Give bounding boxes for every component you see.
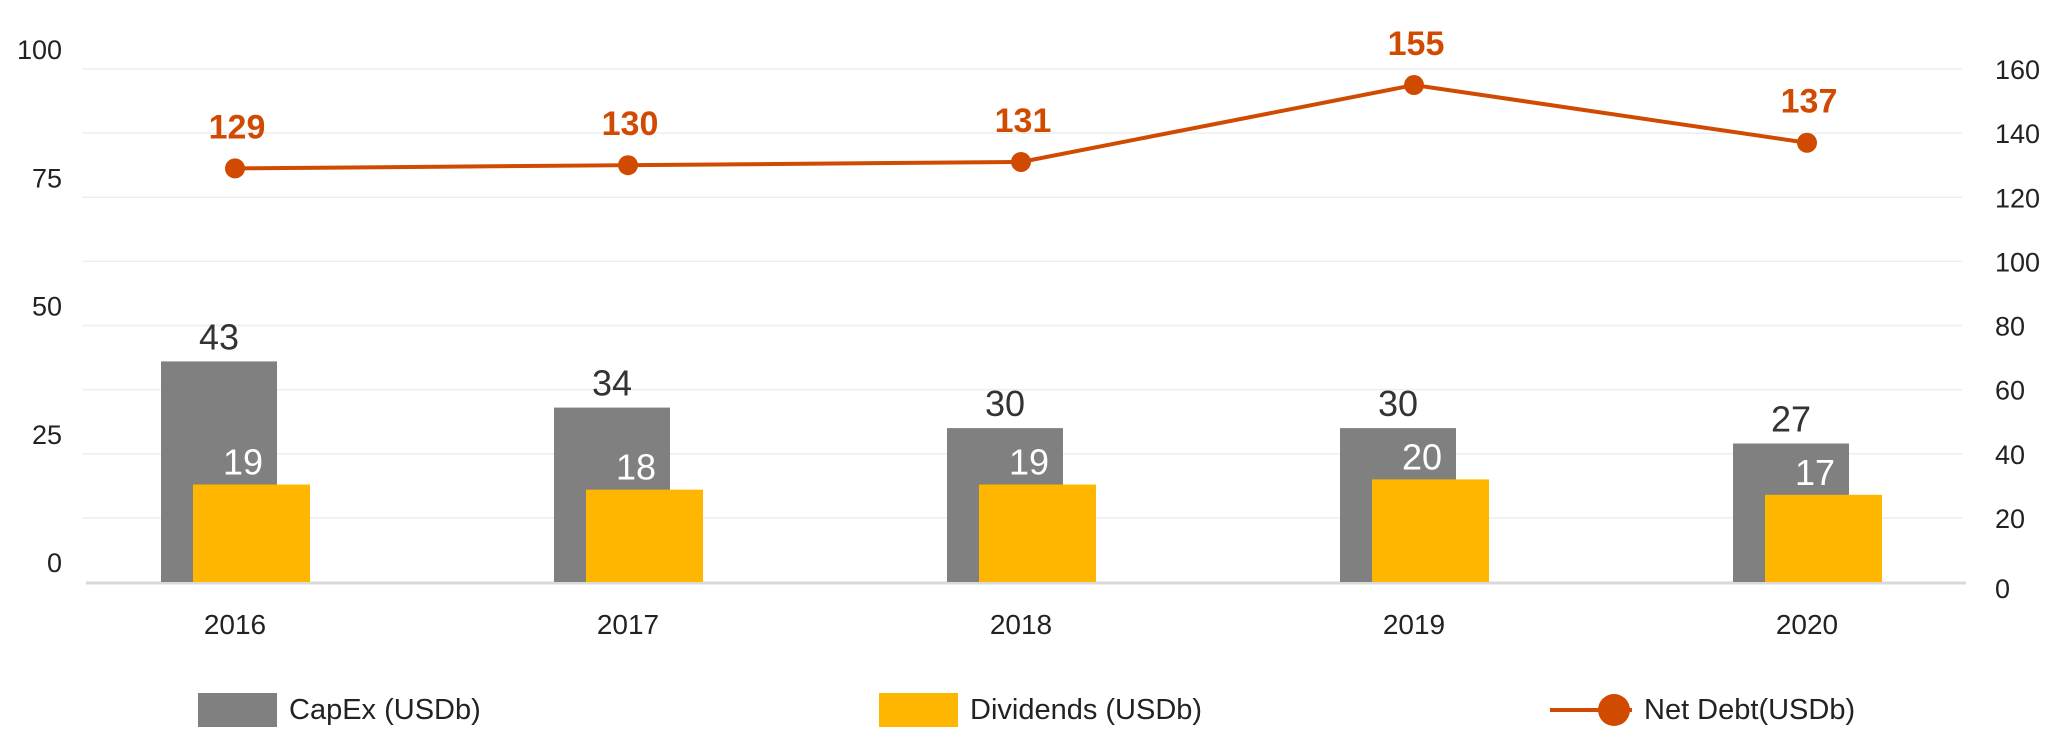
net-debt-point	[1797, 132, 1817, 153]
right-tick-label: 0	[1995, 574, 2010, 604]
net-debt-point	[1404, 75, 1424, 96]
net-debt-data-label: 131	[995, 102, 1052, 140]
net-debt-data-label: 155	[1388, 25, 1445, 63]
dividends-bar	[193, 484, 310, 582]
left-tick-label: 100	[17, 35, 62, 65]
x-tick-label: 2019	[1383, 609, 1445, 640]
dividends-bar	[1372, 479, 1489, 582]
left-tick-label: 0	[47, 548, 62, 578]
capex-data-label: 30	[985, 383, 1025, 424]
net-debt-data-label: 137	[1781, 83, 1838, 121]
right-tick-label: 100	[1995, 247, 2040, 277]
dividends-data-label: 17	[1795, 452, 1835, 493]
dividends-bar	[1765, 494, 1882, 582]
dividends-data-label: 19	[223, 442, 263, 483]
dividends-data-label: 18	[616, 447, 656, 488]
right-tick-label: 120	[1995, 183, 2040, 213]
net-debt-data-label: 129	[209, 108, 266, 146]
capex-data-label: 43	[199, 316, 239, 357]
capex-data-label: 34	[592, 363, 632, 404]
x-tick-label: 2020	[1776, 609, 1838, 640]
net-debt-point	[618, 155, 638, 176]
capex-data-label: 27	[1771, 398, 1811, 439]
right-tick-label: 160	[1995, 55, 2040, 85]
right-tick-label: 20	[1995, 504, 2025, 534]
right-tick-label: 140	[1995, 119, 2040, 149]
dividends-data-label: 19	[1009, 442, 1049, 483]
dividends-bar	[586, 489, 703, 582]
right-tick-label: 60	[1995, 376, 2025, 406]
net-debt-point	[1011, 151, 1031, 172]
x-tick-label: 2017	[597, 609, 659, 640]
left-tick-label: 75	[32, 163, 62, 193]
net-debt-data-label: 130	[602, 105, 659, 143]
dividends-bar	[979, 484, 1096, 582]
x-tick-label: 2018	[990, 609, 1052, 640]
capex-data-label: 30	[1378, 383, 1418, 424]
left-tick-label: 25	[32, 420, 62, 450]
net-debt-point	[225, 158, 245, 179]
x-tick-label: 2016	[204, 609, 266, 640]
dividends-data-label: 20	[1402, 436, 1442, 477]
left-tick-label: 50	[32, 292, 62, 322]
right-tick-label: 40	[1995, 440, 2025, 470]
right-tick-label: 80	[1995, 312, 2025, 342]
